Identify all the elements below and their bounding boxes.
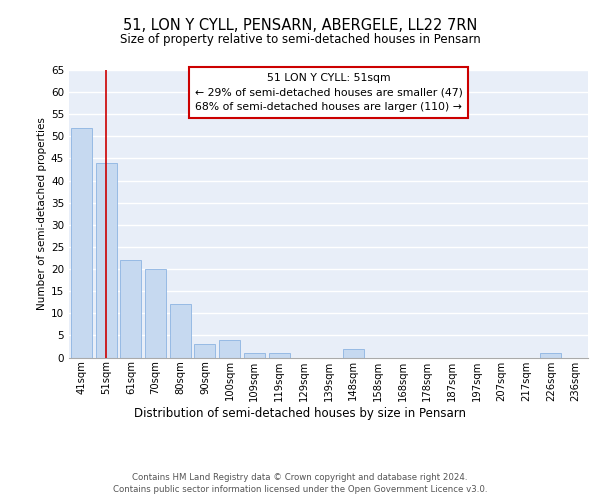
Text: Size of property relative to semi-detached houses in Pensarn: Size of property relative to semi-detach… xyxy=(119,32,481,46)
Bar xyxy=(244,353,265,358)
Text: Contains public sector information licensed under the Open Government Licence v3: Contains public sector information licen… xyxy=(113,485,487,494)
Text: Contains HM Land Registry data © Crown copyright and database right 2024.: Contains HM Land Registry data © Crown c… xyxy=(132,472,468,482)
Bar xyxy=(120,260,141,358)
Bar xyxy=(95,163,116,358)
Text: 51 LON Y CYLL: 51sqm
← 29% of semi-detached houses are smaller (47)
68% of semi-: 51 LON Y CYLL: 51sqm ← 29% of semi-detac… xyxy=(194,73,463,112)
Text: Distribution of semi-detached houses by size in Pensarn: Distribution of semi-detached houses by … xyxy=(134,408,466,420)
Bar xyxy=(343,348,364,358)
Bar xyxy=(71,128,92,358)
Bar xyxy=(194,344,215,358)
Bar xyxy=(269,353,290,358)
Bar xyxy=(170,304,191,358)
Y-axis label: Number of semi-detached properties: Number of semi-detached properties xyxy=(37,118,47,310)
Bar xyxy=(219,340,240,357)
Bar xyxy=(541,353,562,358)
Bar xyxy=(145,269,166,358)
Text: 51, LON Y CYLL, PENSARN, ABERGELE, LL22 7RN: 51, LON Y CYLL, PENSARN, ABERGELE, LL22 … xyxy=(123,18,477,32)
